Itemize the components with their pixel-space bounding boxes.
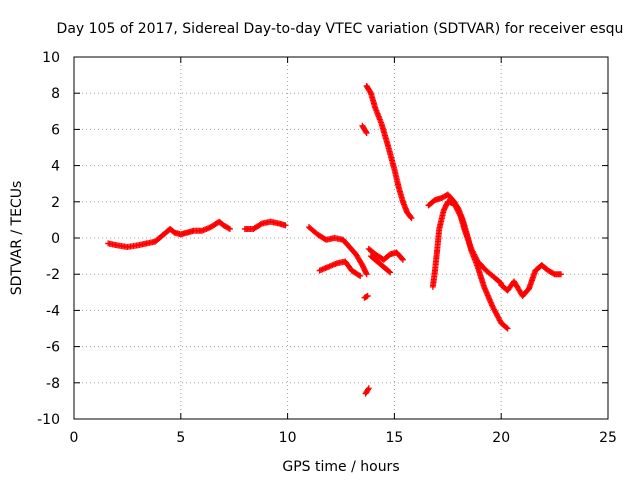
y-tick-label: 10	[42, 50, 60, 66]
y-tick-label: 6	[51, 122, 60, 138]
data-point	[367, 88, 374, 95]
y-tick-label: -6	[46, 340, 60, 356]
data-point	[225, 225, 232, 232]
data-series-arc-3	[305, 224, 370, 278]
data-point	[357, 273, 364, 280]
data-series-arc-2	[241, 218, 289, 232]
data-points	[105, 82, 565, 397]
data-point	[387, 269, 394, 276]
x-tick-labels: 0 5 10 15 20 25	[70, 430, 617, 446]
data-point	[399, 255, 406, 262]
x-tick-label: 20	[492, 430, 510, 446]
plot-frame	[73, 56, 609, 420]
grid-lines	[74, 57, 608, 419]
data-point	[503, 324, 510, 331]
y-tick-label: 2	[51, 195, 60, 211]
axis-ticks	[73, 56, 609, 420]
data-series-arc-5	[365, 245, 406, 263]
data-series-arc-9	[361, 292, 371, 301]
x-tick-label: 25	[599, 430, 617, 446]
x-tick-label: 5	[176, 430, 185, 446]
data-point	[386, 268, 393, 275]
data-series-arc-10	[362, 385, 372, 397]
y-tick-label: 8	[51, 86, 60, 102]
data-point	[504, 325, 511, 332]
data-point	[407, 214, 414, 221]
x-tick-label: 0	[70, 430, 79, 446]
y-tick-label: -10	[37, 412, 60, 428]
y-tick-label: -8	[46, 376, 60, 392]
y-tick-label: 0	[51, 231, 60, 247]
data-point	[408, 215, 415, 222]
data-series-arc-8	[359, 122, 370, 137]
data-point	[363, 130, 370, 137]
data-point	[363, 271, 370, 278]
data-point	[365, 385, 372, 392]
y-tick-labels: 10 8 6 4 2 0 -2 -4 -6 -8 -10	[37, 50, 60, 428]
data-point	[364, 292, 371, 299]
data-point	[497, 279, 504, 286]
data-series-arc-13	[498, 262, 565, 299]
x-axis-label: GPS time / hours	[282, 459, 399, 475]
data-point	[282, 222, 289, 229]
x-tick-label: 15	[385, 430, 403, 446]
data-series-arc-7	[363, 82, 415, 222]
data-point	[399, 256, 406, 263]
data-series-arc-4	[316, 258, 364, 280]
data-point	[226, 225, 233, 232]
y-tick-label: 4	[51, 159, 60, 175]
data-point	[558, 271, 565, 278]
data-series-arc-6	[367, 253, 394, 276]
data-series-arc-12	[429, 198, 505, 290]
chart-title: Day 105 of 2017, Sidereal Day-to-day VTE…	[57, 21, 624, 37]
data-series-arc-1	[105, 218, 233, 251]
y-tick-label: -2	[46, 267, 60, 283]
data-point	[362, 128, 369, 135]
y-tick-label: -4	[46, 303, 60, 319]
y-axis-label: SDTVAR / TECUs	[9, 181, 25, 296]
x-tick-label: 10	[279, 430, 297, 446]
data-point	[356, 272, 363, 279]
